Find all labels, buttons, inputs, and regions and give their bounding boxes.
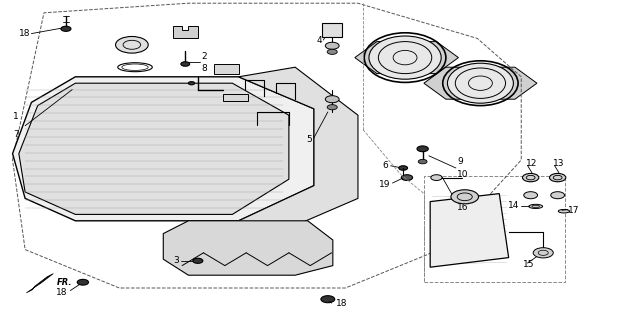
Bar bbox=[214, 64, 239, 74]
Circle shape bbox=[451, 190, 479, 204]
Text: 5: 5 bbox=[306, 135, 312, 144]
Circle shape bbox=[327, 49, 337, 54]
Circle shape bbox=[431, 175, 442, 180]
Text: 6: 6 bbox=[382, 161, 388, 170]
Text: 4: 4 bbox=[317, 36, 322, 44]
Text: 2: 2 bbox=[201, 52, 207, 60]
Polygon shape bbox=[424, 67, 537, 99]
Circle shape bbox=[181, 62, 190, 66]
Circle shape bbox=[550, 173, 566, 182]
Circle shape bbox=[321, 296, 335, 303]
Text: 14: 14 bbox=[508, 201, 519, 210]
Text: 17: 17 bbox=[568, 206, 580, 215]
Circle shape bbox=[327, 105, 337, 110]
Circle shape bbox=[524, 192, 538, 199]
Bar bbox=[322, 23, 342, 37]
Polygon shape bbox=[19, 83, 289, 214]
Text: 18: 18 bbox=[57, 288, 68, 297]
Circle shape bbox=[325, 42, 339, 49]
Text: 19: 19 bbox=[379, 180, 391, 189]
Text: 15: 15 bbox=[523, 260, 534, 269]
Circle shape bbox=[61, 26, 71, 31]
Ellipse shape bbox=[447, 63, 513, 103]
Circle shape bbox=[325, 96, 339, 103]
Polygon shape bbox=[173, 26, 198, 38]
Polygon shape bbox=[223, 94, 248, 101]
Text: 9: 9 bbox=[457, 157, 463, 166]
Polygon shape bbox=[430, 194, 509, 267]
Ellipse shape bbox=[529, 204, 543, 209]
Ellipse shape bbox=[369, 36, 441, 79]
Circle shape bbox=[399, 166, 408, 170]
Circle shape bbox=[551, 192, 565, 199]
Text: 16: 16 bbox=[457, 203, 468, 212]
Circle shape bbox=[77, 279, 89, 285]
Text: 7: 7 bbox=[13, 130, 19, 139]
Polygon shape bbox=[13, 77, 314, 221]
Text: 3: 3 bbox=[173, 256, 179, 265]
Text: 11: 11 bbox=[457, 191, 468, 200]
Circle shape bbox=[417, 146, 428, 152]
Text: 12: 12 bbox=[526, 159, 537, 168]
Circle shape bbox=[188, 82, 195, 85]
Polygon shape bbox=[355, 42, 458, 74]
Circle shape bbox=[116, 36, 148, 53]
Circle shape bbox=[522, 173, 539, 182]
Circle shape bbox=[533, 248, 553, 258]
Circle shape bbox=[418, 159, 427, 164]
Text: 10: 10 bbox=[457, 170, 468, 179]
Ellipse shape bbox=[558, 210, 570, 213]
Polygon shape bbox=[239, 67, 358, 234]
Text: 18: 18 bbox=[19, 29, 30, 38]
Text: 13: 13 bbox=[553, 159, 564, 168]
Polygon shape bbox=[26, 274, 53, 293]
Circle shape bbox=[193, 258, 203, 263]
Bar bbox=[424, 176, 565, 282]
Polygon shape bbox=[163, 221, 333, 275]
Circle shape bbox=[401, 175, 413, 180]
Text: 8: 8 bbox=[201, 64, 207, 73]
Text: 1: 1 bbox=[13, 112, 19, 121]
Text: 18: 18 bbox=[336, 299, 347, 308]
Text: FR.: FR. bbox=[57, 278, 72, 287]
